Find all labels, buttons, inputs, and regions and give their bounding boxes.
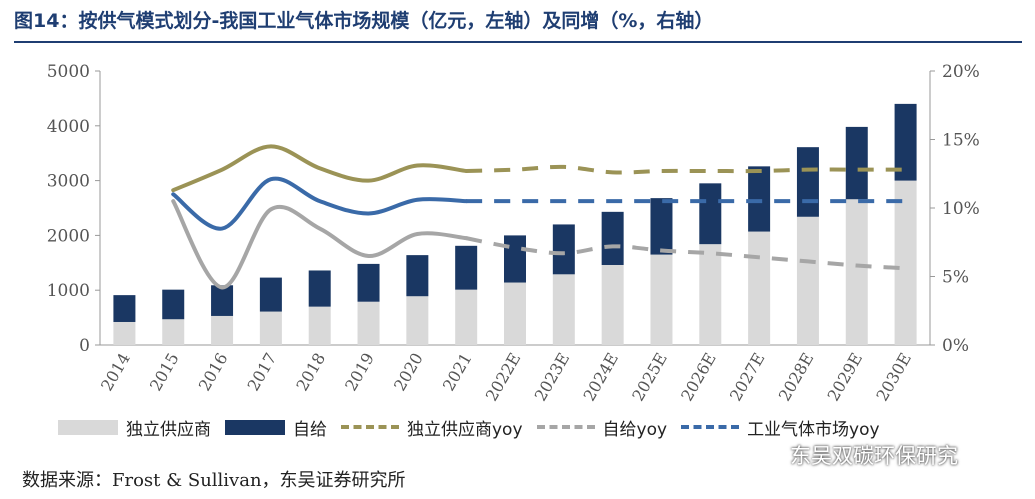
- bar-independent: [308, 306, 331, 345]
- x-tick-label: 2017: [244, 350, 281, 395]
- chart-legend: 独立供应商 自给 独立供应商yoy 自给yoy 工业气体市场yoy: [58, 412, 894, 442]
- line-market-yoy-actual: [171, 176, 469, 231]
- line-independent-yoy-actual: [171, 144, 469, 193]
- legend-item-independent-yoy: 独立供应商yoy: [341, 415, 523, 440]
- legend-label: 自给yoy: [602, 419, 668, 440]
- left-tick-label: 5000: [47, 62, 90, 82]
- bar-self-supply: [308, 270, 331, 307]
- bar-self-supply: [845, 126, 868, 200]
- x-tick-label: 2018: [292, 350, 329, 395]
- line-self-supply-yoy-actual: [171, 199, 469, 290]
- bar-independent: [357, 301, 380, 345]
- bar-self-supply: [162, 289, 185, 320]
- bar-self-supply: [211, 285, 234, 316]
- x-tick-label: 2023E: [531, 350, 574, 405]
- bar-independent: [455, 289, 478, 345]
- x-tick-label: 2015: [146, 350, 183, 395]
- line-independent-yoy-forecast: [466, 164, 906, 175]
- bar-self-supply: [455, 245, 478, 290]
- x-tick-label: 2026E: [677, 350, 720, 405]
- bar-independent: [552, 274, 575, 345]
- x-tick-label: 2024E: [579, 350, 622, 405]
- left-tick-label: 3000: [47, 172, 90, 192]
- legend-item-independent: 独立供应商: [58, 415, 211, 440]
- bar-independent: [259, 311, 282, 345]
- legend-swatch: [536, 425, 595, 429]
- bar-self-supply: [357, 263, 380, 302]
- right-tick-label: 20%: [942, 62, 980, 82]
- legend-swatch: [225, 419, 285, 435]
- x-tick-label: 2027E: [726, 350, 769, 405]
- bar-self-supply: [894, 103, 917, 181]
- x-tick-label: 2016: [195, 350, 232, 395]
- legend-label: 工业气体市场yoy: [747, 419, 880, 440]
- x-tick-label: 2020: [390, 350, 427, 395]
- left-tick-label: 4000: [47, 117, 90, 137]
- right-tick-label: 10%: [942, 199, 980, 219]
- bar-independent: [894, 180, 917, 345]
- bar-independent: [113, 321, 136, 345]
- left-tick-label: 1000: [47, 281, 90, 301]
- bar-independent: [406, 296, 429, 345]
- legend-item-self-supply: 自给: [225, 415, 327, 440]
- left-tick-label: 0: [79, 336, 90, 356]
- bar-independent: [748, 231, 771, 345]
- bar-self-supply: [650, 198, 673, 255]
- x-tick-label: 2019: [341, 350, 378, 395]
- bar-self-supply: [699, 183, 722, 245]
- x-tick-label: 2029E: [824, 350, 867, 405]
- x-tick-label: 2030E: [872, 350, 915, 405]
- bar-independent: [845, 199, 868, 345]
- chart-title: 图14：按供气模式划分-我国工业气体市场规模（亿元，左轴）及同增（%，右轴）: [14, 10, 714, 32]
- line-self-supply-yoy-forecast: [465, 236, 906, 271]
- legend-swatch: [681, 425, 740, 429]
- bar-independent: [699, 244, 722, 345]
- x-tick-label: 2014: [97, 350, 134, 395]
- right-tick-label: 0%: [942, 336, 969, 356]
- bar-self-supply: [748, 166, 771, 232]
- bar-independent: [796, 216, 819, 345]
- title-rule: [14, 41, 1022, 43]
- x-tick-label: 2028E: [775, 350, 818, 405]
- legend-swatch: [341, 425, 399, 429]
- bar-self-supply: [601, 211, 624, 265]
- bar-independent: [601, 264, 624, 345]
- bar-independent: [162, 319, 185, 345]
- legend-label: 独立供应商: [126, 419, 211, 440]
- legend-item-market-yoy: 工业气体市场yoy: [681, 415, 880, 440]
- legend-swatch: [58, 419, 118, 435]
- legend-label: 自给: [293, 419, 327, 440]
- bar-independent: [504, 282, 526, 345]
- bar-self-supply: [504, 235, 526, 283]
- x-tick-label: 2021: [439, 350, 476, 395]
- left-tick-label: 2000: [47, 226, 90, 246]
- bar-self-supply: [406, 255, 429, 297]
- right-tick-label: 15%: [942, 131, 980, 151]
- x-tick-label: 2025E: [628, 350, 671, 405]
- legend-item-self-supply-yoy: 自给yoy: [536, 415, 668, 440]
- bar-independent: [650, 254, 673, 345]
- data-source: 数据来源：Frost & Sullivan，东吴证券研究所: [22, 470, 406, 491]
- bar-self-supply: [552, 224, 575, 275]
- bar-self-supply: [796, 147, 819, 217]
- x-tick-label: 2022E: [482, 350, 525, 405]
- bar-self-supply: [113, 295, 136, 322]
- watermark-text: 东吴双碳环保研究: [790, 444, 958, 468]
- legend-label: 独立供应商yoy: [407, 419, 523, 440]
- bar-independent: [211, 315, 234, 345]
- right-tick-label: 5%: [942, 268, 969, 288]
- bar-self-supply: [259, 277, 282, 312]
